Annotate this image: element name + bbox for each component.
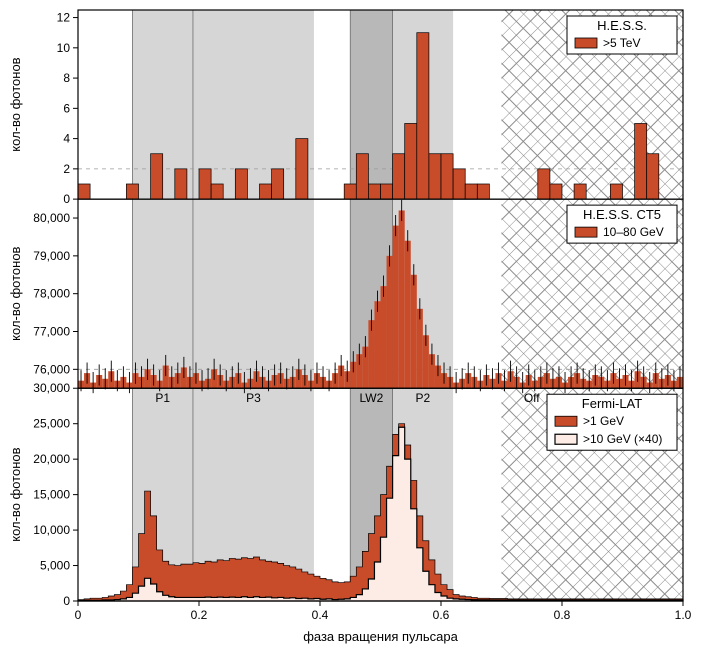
legend-swatch bbox=[575, 38, 597, 48]
svg-text:77,000: 77,000 bbox=[33, 325, 70, 339]
region-label-LW2: LW2 bbox=[360, 391, 384, 405]
svg-text:8: 8 bbox=[63, 71, 70, 85]
legend-title: H.E.S.S. CT5 bbox=[583, 207, 661, 222]
region-P3 bbox=[193, 10, 314, 601]
svg-text:15,000: 15,000 bbox=[33, 488, 70, 502]
legend-label: 10–80 GeV bbox=[603, 225, 664, 239]
svg-text:78,000: 78,000 bbox=[33, 287, 70, 301]
legend-swatch bbox=[555, 416, 577, 426]
legend-label: >10 GeV (×40) bbox=[583, 432, 662, 446]
legend-swatch bbox=[555, 434, 577, 444]
svg-text:0.6: 0.6 bbox=[433, 608, 450, 622]
svg-text:0.4: 0.4 bbox=[312, 608, 329, 622]
region-label-P1: P1 bbox=[155, 391, 170, 405]
region-label-P2: P2 bbox=[416, 391, 431, 405]
legend-title: H.E.S.S. bbox=[597, 18, 647, 33]
svg-text:4: 4 bbox=[63, 132, 70, 146]
svg-text:80,000: 80,000 bbox=[33, 211, 70, 225]
legend-label: >5 TeV bbox=[603, 36, 640, 50]
svg-text:0.8: 0.8 bbox=[554, 608, 571, 622]
svg-text:12: 12 bbox=[57, 11, 71, 25]
svg-text:0: 0 bbox=[75, 608, 82, 622]
svg-text:76,000: 76,000 bbox=[33, 362, 70, 376]
region-P1 bbox=[132, 10, 193, 601]
svg-text:25,000: 25,000 bbox=[33, 417, 70, 431]
svg-text:2: 2 bbox=[63, 162, 70, 176]
svg-text:79,000: 79,000 bbox=[33, 249, 70, 263]
xlabel: фаза вращения пульсара bbox=[303, 629, 458, 644]
svg-text:0: 0 bbox=[63, 594, 70, 608]
legend-label: >1 GeV bbox=[583, 414, 624, 428]
svg-text:0.2: 0.2 bbox=[191, 608, 208, 622]
svg-text:0: 0 bbox=[63, 192, 70, 206]
svg-text:10: 10 bbox=[57, 41, 71, 55]
legend-title: Fermi-LAT bbox=[582, 396, 642, 411]
svg-text:30,000: 30,000 bbox=[33, 381, 70, 395]
svg-text:20,000: 20,000 bbox=[33, 452, 70, 466]
pulsar-phase-histograms: 0 2 4 6 8 10 12 кол-во фотонов H.E.S.S. >5 TeV 76,… bbox=[0, 0, 703, 657]
ylabel: кол-во фотонов bbox=[8, 246, 23, 340]
region-label-P3: P3 bbox=[246, 391, 261, 405]
ylabel: кол-во фотонов bbox=[8, 447, 23, 541]
svg-text:6: 6 bbox=[63, 101, 70, 115]
ylabel: кол-во фотонов bbox=[8, 57, 23, 151]
legend-swatch bbox=[575, 227, 597, 237]
svg-text:10,000: 10,000 bbox=[33, 523, 70, 537]
region-label-off: Off bbox=[524, 391, 540, 405]
x-axis: 0 0.2 0.4 0.6 0.8 1.0 фаза вращения пульсара bbox=[75, 601, 692, 644]
svg-text:5,000: 5,000 bbox=[40, 559, 70, 573]
svg-text:1.0: 1.0 bbox=[675, 608, 692, 622]
